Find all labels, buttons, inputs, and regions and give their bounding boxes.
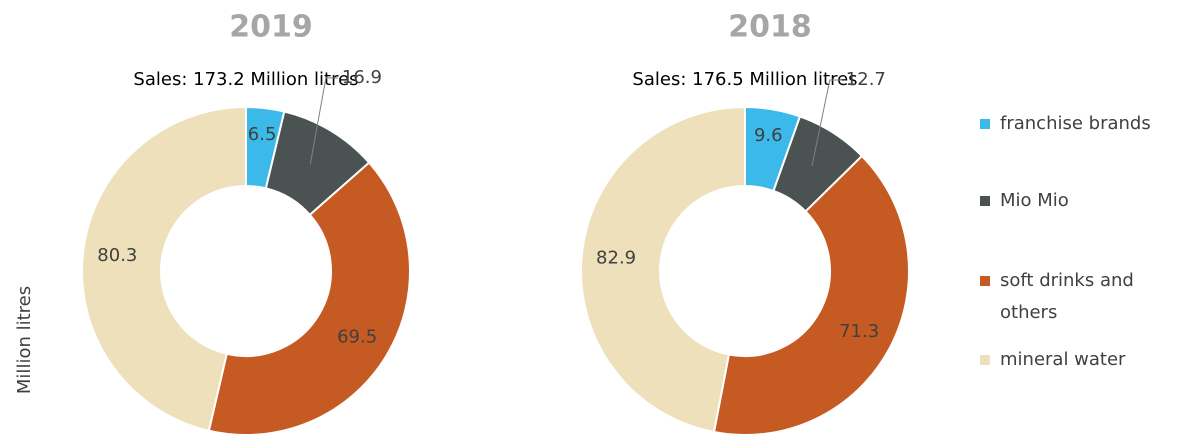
legend-swatch — [980, 119, 990, 129]
legend-swatch — [980, 196, 990, 206]
chart-subtitle: Sales: 173.2 Million litres — [133, 69, 358, 90]
data-label: 69.5 — [337, 326, 377, 347]
data-label: 9.6 — [754, 125, 783, 146]
legend-item: mineral water — [980, 344, 1170, 376]
legend-swatch — [980, 355, 990, 365]
donut-segment — [580, 105, 746, 434]
legend-item: franchise brands — [980, 108, 1170, 140]
legend-label: soft drinks and others — [1000, 270, 1134, 323]
chart-title: 2018 — [728, 10, 812, 45]
legend-swatch — [980, 276, 990, 286]
data-label: 80.3 — [97, 245, 137, 266]
legend-item: Mio Mio — [980, 185, 1170, 217]
data-label: 6.5 — [248, 124, 277, 145]
data-label: 12.7 — [846, 69, 886, 90]
chart-subtitle: Sales: 176.5 Million litres — [632, 69, 857, 90]
legend-label: mineral water — [1000, 349, 1126, 370]
donut-segment — [81, 105, 247, 432]
data-label: 71.3 — [839, 321, 879, 342]
leader-line — [309, 77, 338, 165]
leader-line — [811, 79, 842, 167]
legend-label: Mio Mio — [1000, 190, 1069, 211]
data-label: 16.9 — [342, 67, 382, 88]
legend-item: soft drinks and others — [980, 265, 1170, 329]
data-label: 82.9 — [596, 248, 636, 269]
chart-title: 2019 — [229, 10, 313, 45]
y-axis-label: Million litres — [14, 286, 35, 394]
legend-label: franchise brands — [1000, 113, 1151, 134]
